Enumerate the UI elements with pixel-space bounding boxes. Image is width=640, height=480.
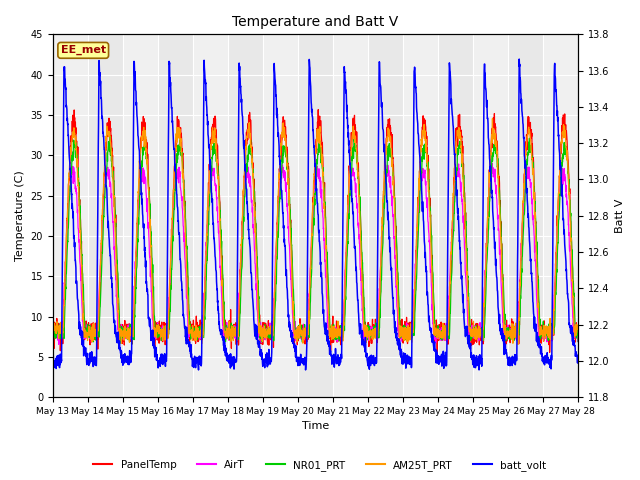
- Y-axis label: Batt V: Batt V: [615, 199, 625, 233]
- Bar: [193, 35, 228, 397]
- Bar: [403, 35, 438, 397]
- Bar: [52, 35, 88, 397]
- Title: Temperature and Batt V: Temperature and Batt V: [232, 15, 399, 29]
- X-axis label: Time: Time: [302, 421, 329, 432]
- Bar: [473, 35, 508, 397]
- Bar: [543, 35, 578, 397]
- Legend: PanelTemp, AirT, NR01_PRT, AM25T_PRT, batt_volt: PanelTemp, AirT, NR01_PRT, AM25T_PRT, ba…: [89, 456, 551, 475]
- Bar: [263, 35, 298, 397]
- Bar: [123, 35, 158, 397]
- Y-axis label: Temperature (C): Temperature (C): [15, 170, 25, 261]
- Text: EE_met: EE_met: [61, 45, 106, 56]
- Bar: [333, 35, 368, 397]
